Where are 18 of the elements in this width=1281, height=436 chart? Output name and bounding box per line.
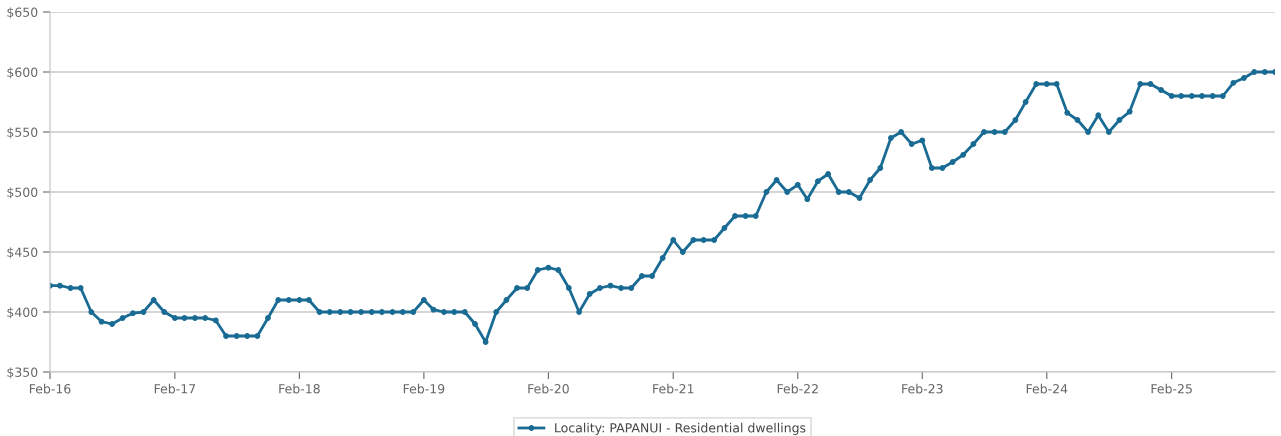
x-tick-label: Feb-20 [528, 383, 569, 394]
y-tick-label: $400 [7, 307, 38, 319]
y-tick-label: $650 [7, 7, 38, 19]
x-tick-label: Feb-19 [403, 383, 445, 394]
x-tick-label: Feb-17 [154, 383, 196, 394]
legend-label: Locality: PAPANUI - Residential dwellings [555, 422, 806, 435]
x-tick-label: Feb-22 [777, 383, 818, 394]
y-tick-label: $350 [7, 367, 38, 379]
y-tick-label: $500 [7, 187, 38, 199]
x-tick-label: Feb-21 [653, 383, 694, 394]
y-tick-label: $450 [7, 247, 38, 259]
x-tick-label: Feb-24 [1026, 383, 1068, 394]
x-tick-label: Feb-16 [29, 383, 71, 394]
x-tick-label: Feb-23 [902, 383, 943, 394]
x-tick-label: Feb-25 [1151, 383, 1192, 394]
x-tick-label: Feb-18 [279, 383, 320, 394]
y-tick-label: $600 [7, 67, 38, 79]
y-tick-label: $550 [7, 127, 38, 139]
